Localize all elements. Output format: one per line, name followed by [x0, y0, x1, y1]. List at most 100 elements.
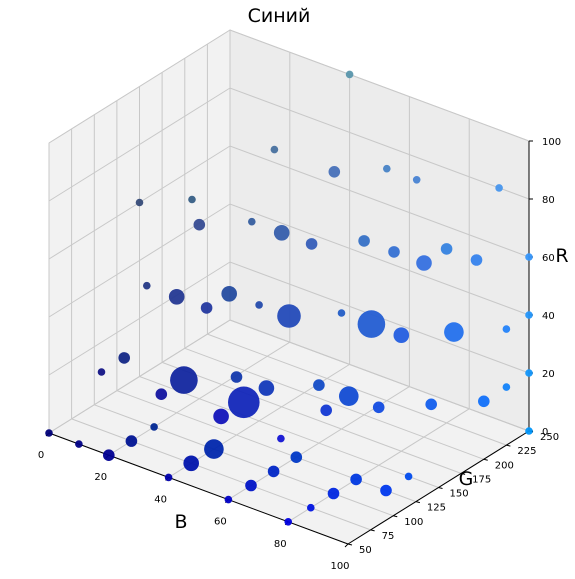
data-point — [350, 473, 362, 486]
data-point — [221, 286, 237, 302]
data-point — [168, 289, 185, 305]
y-tick-label: 175 — [472, 474, 491, 485]
grid-line-z — [48, 87, 530, 202]
data-point — [150, 423, 158, 431]
data-point — [307, 503, 315, 512]
data-point — [502, 325, 511, 333]
data-point — [204, 439, 224, 459]
data-point — [525, 253, 533, 261]
data-point — [525, 369, 533, 377]
data-point — [328, 166, 341, 178]
z-tick-label: 100 — [542, 137, 561, 148]
data-point — [404, 472, 413, 481]
y-tick-mark — [438, 487, 443, 489]
data-point — [470, 254, 483, 266]
y-tick-label: 100 — [404, 517, 423, 528]
x-tick-mark — [344, 543, 349, 548]
y-tick-mark — [506, 444, 511, 447]
grid-line-z — [48, 261, 530, 376]
data-point — [118, 352, 130, 364]
x-tick-label: 20 — [94, 472, 107, 483]
data-point — [383, 164, 391, 173]
data-point — [478, 395, 490, 408]
z-tick-label: 0 — [542, 427, 548, 438]
data-point — [135, 198, 144, 207]
data-point — [103, 449, 115, 462]
data-point — [380, 484, 392, 497]
z-tick-label: 80 — [542, 195, 555, 206]
data-point — [525, 311, 533, 319]
data-point — [337, 309, 346, 317]
data-point — [416, 255, 432, 271]
data-point — [277, 304, 301, 328]
x-tick-label: 60 — [214, 517, 227, 528]
x-tick-label: 100 — [330, 561, 349, 572]
y-tick-label: 225 — [517, 446, 536, 457]
data-point — [143, 281, 151, 290]
data-point — [228, 386, 260, 419]
data-point — [97, 368, 106, 376]
data-point — [412, 176, 421, 184]
data-point — [200, 302, 213, 314]
y-tick-label: 150 — [450, 489, 469, 500]
z-tick-label: 40 — [542, 311, 555, 322]
data-point — [255, 301, 263, 309]
grid-line-z — [48, 203, 530, 318]
y-tick-label: 50 — [359, 545, 372, 556]
x-tick-label: 40 — [154, 494, 167, 505]
data-point — [372, 401, 385, 414]
data-point — [327, 487, 340, 500]
x-tick-label: 0 — [38, 450, 44, 461]
data-point — [213, 408, 229, 425]
y-tick-label: 250 — [540, 432, 559, 443]
data-points — [45, 70, 533, 526]
data-point — [358, 235, 370, 247]
y-tick-mark — [347, 543, 353, 546]
data-point — [75, 440, 83, 448]
data-point — [525, 427, 533, 435]
axis-panes — [47, 29, 531, 545]
data-point — [248, 217, 256, 226]
data-point — [290, 451, 303, 464]
data-point — [305, 238, 318, 250]
data-point — [45, 429, 53, 437]
chart-title: Синий — [248, 5, 311, 27]
data-point — [270, 145, 279, 154]
data-point — [495, 184, 503, 192]
y-tick-mark — [483, 458, 488, 461]
data-point — [230, 371, 243, 383]
data-point — [444, 322, 464, 342]
x-axis-line — [48, 432, 349, 545]
y-tick-mark — [461, 472, 466, 475]
data-point — [273, 225, 290, 241]
y-tick-label: 200 — [495, 460, 514, 471]
data-point — [440, 243, 453, 255]
data-point — [224, 495, 233, 504]
y-tick-mark — [393, 515, 398, 518]
data-point — [388, 246, 400, 258]
data-point — [277, 434, 285, 443]
grid-line-z — [48, 145, 530, 260]
z-axis-label: R — [555, 245, 568, 267]
data-point — [258, 380, 275, 396]
data-point — [502, 383, 511, 391]
data-point — [320, 404, 333, 417]
y-axis-label: G — [459, 468, 474, 490]
y-tick-label: 125 — [427, 503, 446, 514]
data-point — [125, 435, 138, 447]
z-tick-label: 20 — [542, 369, 555, 380]
data-point — [357, 310, 386, 338]
grid-line-z — [48, 29, 530, 144]
data-point — [170, 366, 198, 394]
data-point — [155, 388, 168, 401]
data-point — [339, 386, 359, 407]
data-point — [188, 195, 196, 204]
data-point — [267, 465, 280, 478]
data-point — [425, 398, 438, 411]
tick-labels: 0204060801005075100125150175200225250020… — [38, 137, 561, 572]
y-tick-label: 75 — [382, 531, 395, 542]
data-point — [284, 518, 293, 526]
data-point — [345, 70, 354, 79]
data-point — [193, 218, 206, 231]
